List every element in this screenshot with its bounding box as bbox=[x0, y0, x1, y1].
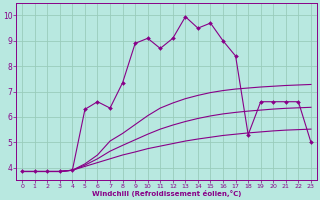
X-axis label: Windchill (Refroidissement éolien,°C): Windchill (Refroidissement éolien,°C) bbox=[92, 190, 241, 197]
